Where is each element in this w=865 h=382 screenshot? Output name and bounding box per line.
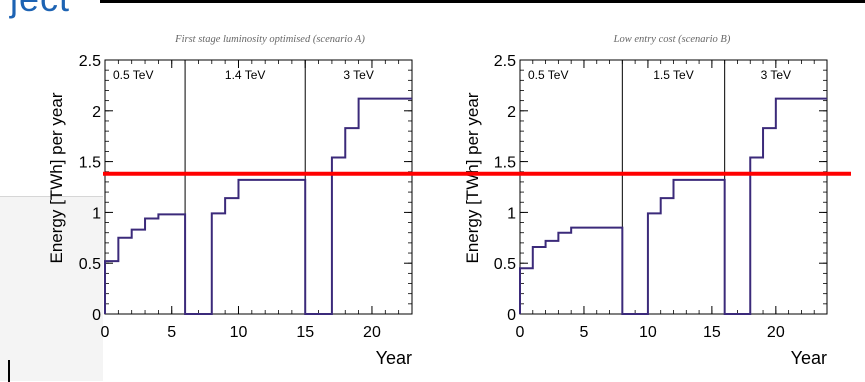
chart-b-ytick-label: 1.5 xyxy=(494,155,516,172)
chart-a-frame xyxy=(104,59,413,315)
chart-scenario-b: Low entry cost (scenario B) Energy [TWh]… xyxy=(463,34,828,368)
chart-a-ytick-label: 0 xyxy=(92,307,101,324)
chart-a-stage-label: 0.5 TeV xyxy=(113,68,153,82)
chart-b-ytick-label: 1 xyxy=(507,205,516,222)
chart-a-ytick-label: 1.5 xyxy=(79,155,101,172)
chart-b-ytick-label: 0.5 xyxy=(494,256,516,273)
chart-a-energy-step-line xyxy=(104,97,412,315)
chart-a-ytick-label: 0.5 xyxy=(79,256,101,273)
slide-title-fragment: ject xyxy=(10,0,70,20)
chart-b-xlabel: Year xyxy=(791,348,827,368)
chart-a-xlabel: Year xyxy=(376,348,412,368)
chart-b-xtick-label: 0 xyxy=(516,324,525,341)
chart-a-stage-label: 1.4 TeV xyxy=(225,68,265,82)
chart-a-title: First stage luminosity optimised (scenar… xyxy=(174,34,365,45)
chart-b-stage-label: 3 TeV xyxy=(761,68,791,82)
chart-b-ytick-label: 0 xyxy=(507,307,516,324)
left-rule xyxy=(8,360,10,382)
chart-scenario-a: First stage luminosity optimised (scenar… xyxy=(47,34,413,368)
background-panel xyxy=(0,196,103,381)
chart-b-xtick-label: 5 xyxy=(580,324,589,341)
chart-a-xtick-label: 20 xyxy=(363,324,381,341)
chart-b-energy-step-line xyxy=(519,97,827,315)
chart-b-xtick-label: 20 xyxy=(767,324,785,341)
chart-a-xtick-label: 15 xyxy=(296,324,314,341)
chart-b-ylabel: Energy [TWh] per year xyxy=(463,92,482,263)
chart-a-stage-label: 3 TeV xyxy=(343,68,373,82)
chart-a-ylabel: Energy [TWh] per year xyxy=(47,92,66,263)
chart-b-stage-label: 0.5 TeV xyxy=(528,68,568,82)
chart-a-ytick-label: 2.5 xyxy=(79,53,101,70)
chart-a-ytick-label: 1 xyxy=(92,205,101,222)
chart-a-xtick-label: 10 xyxy=(230,324,248,341)
chart-a-xtick-label: 0 xyxy=(101,324,110,341)
chart-a-xtick-label: 5 xyxy=(167,324,176,341)
chart-b-stage-label: 1.5 TeV xyxy=(653,68,693,82)
chart-b-ytick-label: 2.5 xyxy=(494,53,516,70)
chart-b-ytick-label: 2 xyxy=(507,104,516,121)
top-rule xyxy=(100,0,865,3)
chart-b-xtick-label: 15 xyxy=(703,324,721,341)
chart-a-ytick-label: 2 xyxy=(92,104,101,121)
chart-b-xtick-label: 10 xyxy=(639,324,657,341)
chart-b-title: Low entry cost (scenario B) xyxy=(613,34,731,45)
